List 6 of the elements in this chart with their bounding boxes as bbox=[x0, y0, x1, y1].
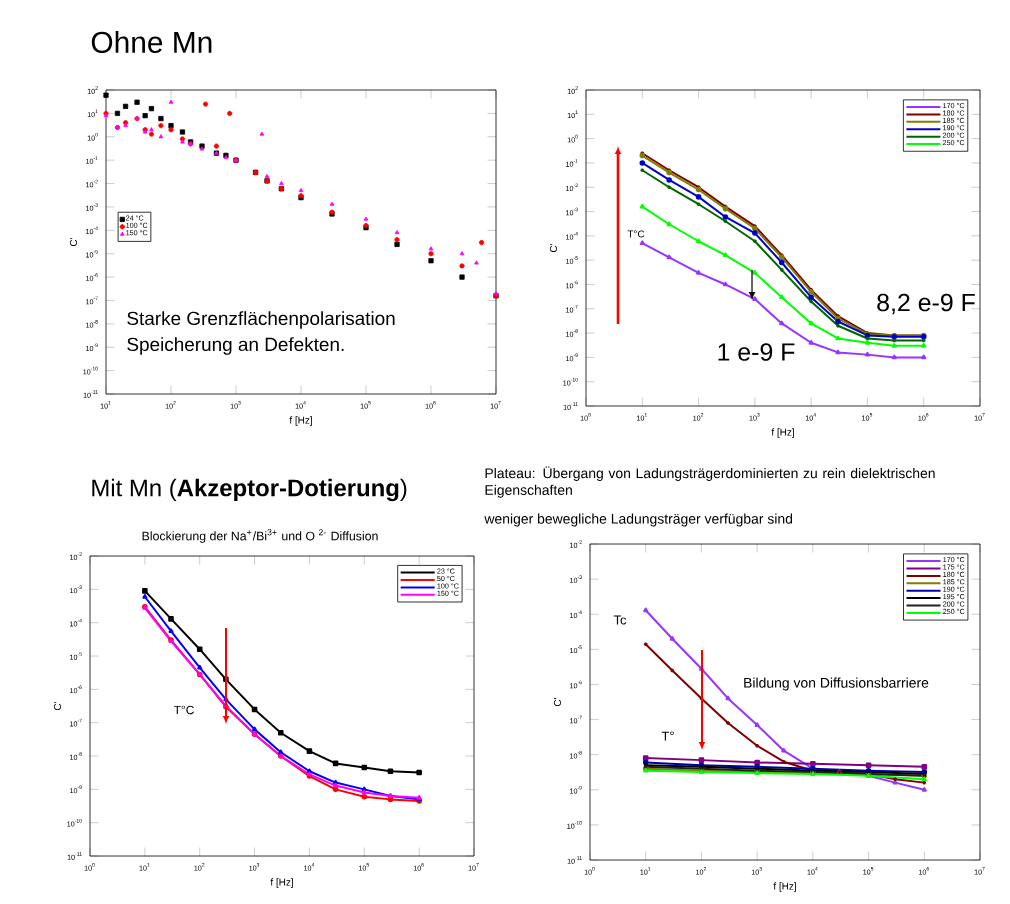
annotation: Speicherung an Defekten. bbox=[127, 337, 344, 355]
annotation: Starke Grenzflächenpolarisation bbox=[127, 311, 395, 329]
annotation: 8,2 e-9 F bbox=[877, 293, 975, 315]
chart-title: Mit Mn (Akzeptor-Dotierung) bbox=[92, 478, 407, 502]
annotation: 1 e-9 F bbox=[718, 343, 795, 361]
chart-title: Ohne Mn bbox=[91, 31, 212, 53]
